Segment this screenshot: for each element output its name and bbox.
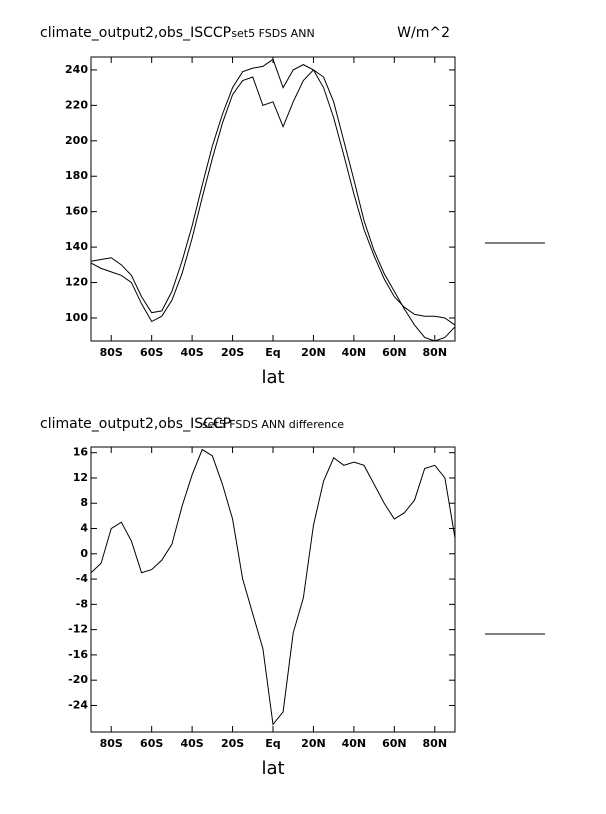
units-label: W/m^2 <box>397 25 450 41</box>
y-tick-label: 200 <box>65 134 88 147</box>
x-tick-label: 80N <box>423 346 448 359</box>
y-tick-label: 12 <box>73 471 88 484</box>
plot-frame <box>90 56 456 342</box>
x-tick-label: 80S <box>100 346 123 359</box>
x-tick-label: Eq <box>265 346 280 359</box>
chart-subtitle: set5 FSDS ANN <box>231 27 314 40</box>
x-tick-label: 40S <box>180 346 203 359</box>
data-line <box>90 58 456 326</box>
chart-title: climate_output2,obs_ISCCP <box>40 416 231 432</box>
x-tick-label: 80N <box>423 737 448 750</box>
y-tick-label: -8 <box>76 597 88 610</box>
y-tick-label: 140 <box>65 240 88 253</box>
y-tick-label: 8 <box>80 496 88 509</box>
x-tick-label: 60N <box>382 346 407 359</box>
x-tick-label: 60S <box>140 346 163 359</box>
x-tick-label: 20N <box>301 737 326 750</box>
y-tick-label: 4 <box>80 522 88 535</box>
x-axis-label: lat <box>261 758 284 779</box>
y-tick-label: 100 <box>65 311 88 324</box>
plot-frame <box>90 446 456 733</box>
x-tick-label: Eq <box>265 737 280 750</box>
y-tick-label: 16 <box>73 446 89 459</box>
x-tick-label: 80S <box>100 737 123 750</box>
chart-subtitle: set5 FSDS ANN difference <box>202 418 344 431</box>
data-line <box>90 69 456 342</box>
x-tick-label: 60S <box>140 737 163 750</box>
x-tick-label: 40N <box>342 346 367 359</box>
x-tick-label: 40N <box>342 737 367 750</box>
y-tick-label: -20 <box>68 673 88 686</box>
y-tick-label: 180 <box>65 169 88 182</box>
x-tick-label: 40S <box>180 737 203 750</box>
y-tick-label: 240 <box>65 63 88 76</box>
y-tick-label: 160 <box>65 205 88 218</box>
x-tick-label: 20S <box>221 346 244 359</box>
y-tick-label: 120 <box>65 276 88 289</box>
y-tick-label: -4 <box>76 572 89 585</box>
x-tick-label: 20S <box>221 737 244 750</box>
data-line <box>90 448 456 726</box>
chart-title: climate_output2,obs_ISCCP <box>40 25 231 41</box>
y-tick-label: 220 <box>65 98 88 111</box>
y-tick-label: -24 <box>68 698 88 711</box>
y-tick-label: 0 <box>80 547 88 560</box>
x-tick-label: 60N <box>382 737 407 750</box>
y-tick-label: -12 <box>68 623 88 636</box>
x-tick-label: 20N <box>301 346 326 359</box>
y-tick-label: -16 <box>68 648 88 661</box>
x-axis-label: lat <box>261 367 284 388</box>
